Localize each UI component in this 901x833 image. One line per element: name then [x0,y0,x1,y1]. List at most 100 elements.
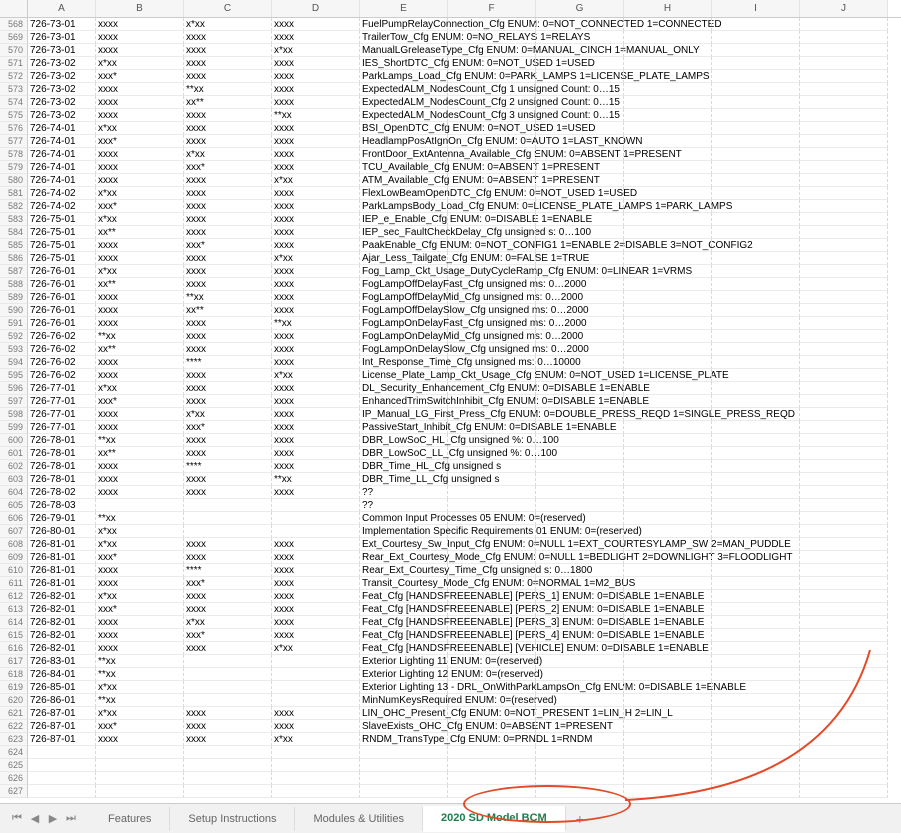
cell-A[interactable]: 726-76-01 [28,304,96,317]
cell-J[interactable] [800,603,888,616]
cell-I[interactable] [712,213,800,226]
cell-B[interactable]: xxxx [96,356,184,369]
row-number[interactable]: 612 [0,590,28,603]
row-number[interactable]: 593 [0,343,28,356]
cell-H[interactable] [624,96,712,109]
cell-C[interactable]: **xx [184,83,272,96]
cell-C[interactable]: xxxx [184,252,272,265]
cell-G[interactable] [536,44,624,57]
row-number[interactable]: 591 [0,317,28,330]
cell-H[interactable] [624,44,712,57]
cell-E[interactable]: MinNumKeysRequired ENUM: 0=(reserved) [360,694,448,707]
cell-H[interactable] [624,18,712,31]
cell-G[interactable] [536,343,624,356]
cell-E[interactable]: Feat_Cfg [HANDSFREEENABLE] [PERS_3] ENUM… [360,616,448,629]
cell-D[interactable]: xxxx [272,265,360,278]
cell-D[interactable]: xxxx [272,239,360,252]
cell-J[interactable] [800,187,888,200]
cell-E[interactable]: IEP_sec_FaultCheckDelay_Cfg unsigned s: … [360,226,448,239]
cell-I[interactable] [712,83,800,96]
cell-J[interactable] [800,486,888,499]
row-number[interactable]: 619 [0,681,28,694]
cell-E[interactable]: DBR_Time_LL_Cfg unsigned s [360,473,448,486]
column-header-B[interactable]: B [96,0,184,17]
row-number[interactable]: 615 [0,629,28,642]
cell-F[interactable] [448,603,536,616]
cell-D[interactable]: **xx [272,473,360,486]
cell-G[interactable] [536,473,624,486]
cell-I[interactable] [712,564,800,577]
cell-H[interactable] [624,369,712,382]
cell-F[interactable] [448,434,536,447]
cell-G[interactable] [536,109,624,122]
cell-H[interactable] [624,226,712,239]
cell-J[interactable] [800,382,888,395]
cell-J[interactable] [800,252,888,265]
cell-G[interactable] [536,31,624,44]
cell-F[interactable] [448,161,536,174]
cell-A[interactable] [28,759,96,772]
cell-J[interactable] [800,720,888,733]
cell-D[interactable]: x*xx [272,733,360,746]
row-number[interactable]: 582 [0,200,28,213]
cell-B[interactable]: xxxx [96,616,184,629]
cell-E[interactable]: ?? [360,486,448,499]
cell-G[interactable] [536,590,624,603]
cell-A[interactable]: 726-74-01 [28,122,96,135]
cell-B[interactable] [96,759,184,772]
cell-A[interactable]: 726-73-02 [28,57,96,70]
cell-C[interactable] [184,772,272,785]
cell-I[interactable] [712,603,800,616]
column-header-D[interactable]: D [272,0,360,17]
cell-E[interactable]: BSI_OpenDTC_Cfg ENUM: 0=NOT_USED 1=USED [360,122,448,135]
cell-E[interactable]: ExpectedALM_NodesCount_Cfg 1 unsigned Co… [360,83,448,96]
cell-E[interactable]: FlexLowBeamOpenDTC_Cfg ENUM: 0=NOT_USED … [360,187,448,200]
cell-E[interactable]: EnhancedTrimSwitchInhibit_Cfg ENUM: 0=DI… [360,395,448,408]
cell-E[interactable]: PassiveStart_Inhibit_Cfg ENUM: 0=DISABLE… [360,421,448,434]
cell-F[interactable] [448,187,536,200]
cell-H[interactable] [624,460,712,473]
cell-B[interactable]: xxxx [96,629,184,642]
cell-E[interactable]: ExpectedALM_NodesCount_Cfg 2 unsigned Co… [360,96,448,109]
cell-F[interactable] [448,317,536,330]
cell-B[interactable]: xx** [96,226,184,239]
cell-C[interactable]: xxxx [184,109,272,122]
cell-H[interactable] [624,57,712,70]
cell-A[interactable]: 726-81-01 [28,577,96,590]
cell-C[interactable]: xx** [184,96,272,109]
cell-F[interactable] [448,226,536,239]
cell-H[interactable] [624,148,712,161]
cell-F[interactable] [448,408,536,421]
cell-A[interactable]: 726-85-01 [28,681,96,694]
cell-F[interactable] [448,343,536,356]
cell-J[interactable] [800,408,888,421]
row-number[interactable]: 617 [0,655,28,668]
cell-J[interactable] [800,577,888,590]
sheet-tab[interactable]: Features [90,807,170,831]
cell-J[interactable] [800,122,888,135]
cell-I[interactable] [712,187,800,200]
cell-J[interactable] [800,759,888,772]
cell-J[interactable] [800,304,888,317]
cell-E[interactable]: ParkLamps_Load_Cfg ENUM: 0=PARK_LAMPS 1=… [360,70,448,83]
cell-D[interactable]: xxxx [272,460,360,473]
cell-H[interactable] [624,70,712,83]
cell-J[interactable] [800,694,888,707]
cell-G[interactable] [536,83,624,96]
cell-C[interactable] [184,499,272,512]
cell-C[interactable]: xxxx [184,57,272,70]
cell-B[interactable]: xxxx [96,161,184,174]
cell-I[interactable] [712,759,800,772]
cell-E[interactable]: FogLampOffDelayMid_Cfg unsigned ms: 0…20… [360,291,448,304]
cell-G[interactable] [536,148,624,161]
cell-H[interactable] [624,447,712,460]
cell-C[interactable]: xxx* [184,577,272,590]
cell-F[interactable] [448,486,536,499]
cell-F[interactable] [448,265,536,278]
cell-H[interactable] [624,408,712,421]
cell-F[interactable] [448,70,536,83]
cell-C[interactable]: xxx* [184,629,272,642]
cell-A[interactable]: 726-75-01 [28,213,96,226]
cell-A[interactable]: 726-73-01 [28,18,96,31]
cell-J[interactable] [800,733,888,746]
